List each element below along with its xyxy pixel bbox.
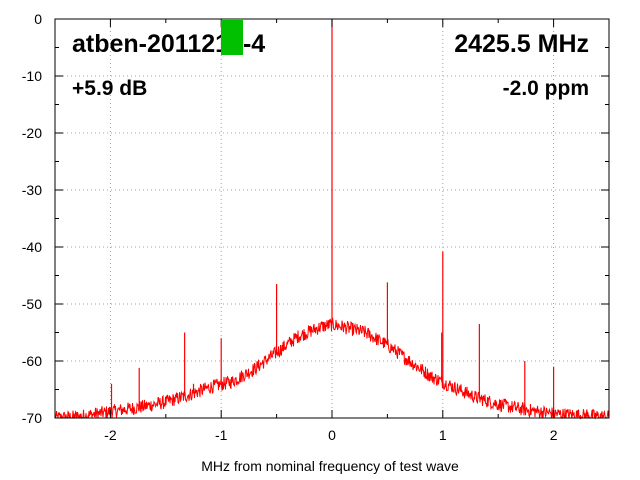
y-tick-label: 0	[34, 11, 42, 27]
spike-lines	[76, 19, 588, 417]
y-tick-label: -40	[22, 239, 42, 255]
axis-ticks: -2 -1 0 1 20-10-20-30-40-50-60-70	[22, 11, 610, 443]
x-tick-label: -1	[215, 427, 228, 443]
y-tick-label: -10	[22, 68, 42, 84]
status-marker	[221, 20, 243, 55]
y-tick-label: -70	[22, 410, 42, 426]
x-tick-label: 1	[439, 427, 447, 443]
offset-label: -2.0 ppm	[503, 77, 589, 100]
x-tick-label: 0	[328, 427, 336, 443]
x-axis-title: MHz from nominal frequency of test wave	[201, 458, 459, 474]
x-tick-label: 2	[550, 427, 558, 443]
frequency-label: 2425.5 MHz	[454, 30, 589, 58]
y-tick-label: -20	[22, 125, 42, 141]
x-tick-label: -2	[104, 427, 117, 443]
gain-label: +5.9 dB	[72, 77, 147, 100]
y-tick-label: -30	[22, 182, 42, 198]
y-tick-label: -50	[22, 296, 42, 312]
y-tick-label: -60	[22, 353, 42, 369]
